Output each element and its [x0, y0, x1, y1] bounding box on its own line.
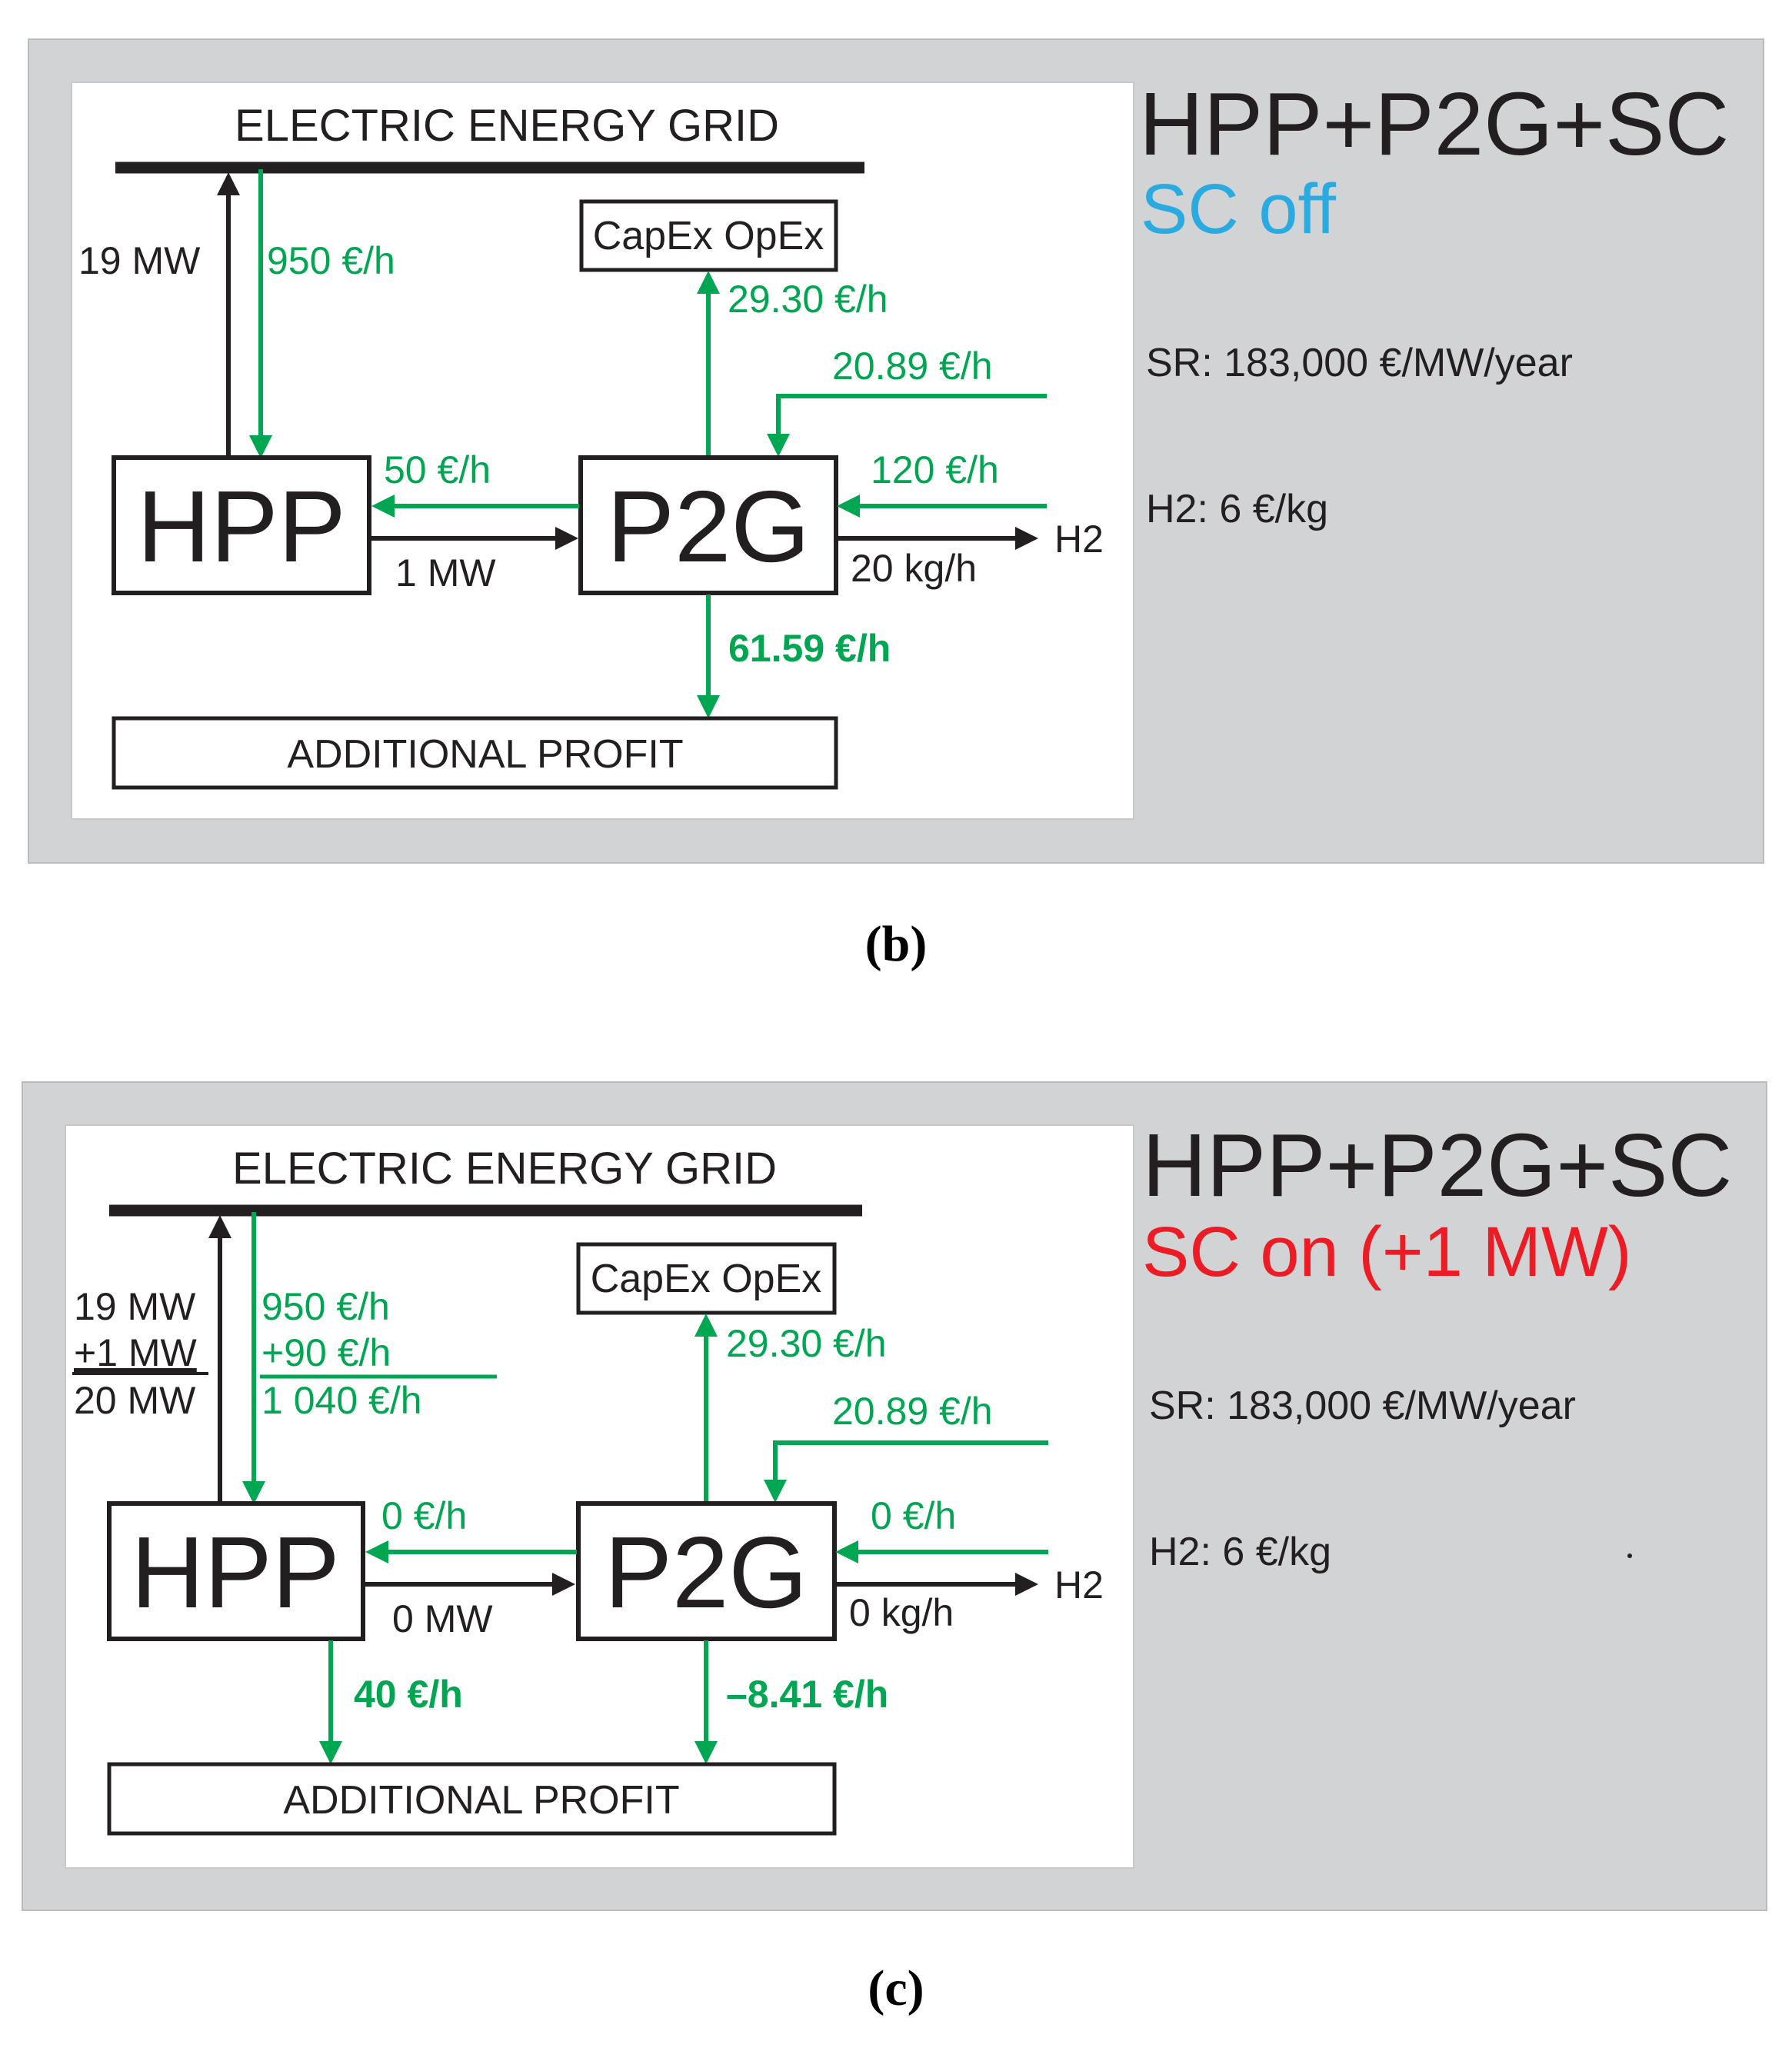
hpp-box	[107, 1501, 365, 1641]
power-line-1: 19 MW	[74, 1285, 196, 1328]
panel-c-diagram-area: ELECTRIC ENERGY GRID 19 MW +1 MW 20 MW 9…	[65, 1124, 1134, 1869]
sr-to-p2g-money-arrow	[764, 1440, 1048, 1503]
h2-output-amount-label: 0 kg/h	[849, 1591, 954, 1634]
stray-dot	[1627, 1553, 1632, 1558]
sr-to-p2g-money-label: 20.89 €/h	[832, 345, 993, 388]
capex-opex-box	[576, 1242, 837, 1315]
hpp-box	[112, 455, 371, 595]
money-line-1: 950 €/h	[261, 1285, 390, 1328]
additional-profit-box	[112, 716, 838, 790]
p2g-to-capex-money-label: 29.30 €/h	[726, 1322, 887, 1365]
caption-b: (b)	[864, 916, 928, 972]
caption-c: (c)	[868, 1960, 924, 2016]
panel-b-status: SC off	[1141, 170, 1336, 248]
hpp-to-grid-power-label: 19 MW	[78, 239, 201, 282]
panel-c-h2-param: H2: 6 €/kg	[1149, 1530, 1332, 1574]
p2g-label: P2G	[607, 470, 810, 583]
hpp-profit-label: 40 €/h	[354, 1673, 463, 1716]
capex-opex-label: CapEx OpEx	[593, 214, 824, 258]
sr-to-p2g-money-label: 20.89 €/h	[832, 1390, 993, 1433]
p2g-profit-label: 61.59 €/h	[728, 627, 891, 670]
panel-c: ELECTRIC ENERGY GRID 19 MW +1 MW 20 MW 9…	[22, 1081, 1767, 1911]
panel-c-sr-param: SR: 183,000 €/MW/year	[1149, 1384, 1576, 1428]
panel-b-title: HPP+P2G+SC	[1139, 74, 1730, 174]
money-line-2: +90 €/h	[261, 1331, 391, 1374]
additional-profit-box	[107, 1762, 837, 1836]
panel-b-h2-param: H2: 6 €/kg	[1146, 487, 1329, 531]
grid-to-hpp-money-label: 950 €/h	[267, 239, 395, 282]
p2g-box	[578, 455, 838, 595]
panel-b: ELECTRIC ENERGY GRID 19 MW 950 €/h CapEx…	[28, 38, 1764, 864]
money-line-3: 1 040 €/h	[261, 1379, 422, 1422]
h2-revenue-money-label: 0 €/h	[871, 1494, 956, 1537]
panel-c-status: SC on (+1 MW)	[1142, 1213, 1632, 1291]
p2g-to-hpp-money-label: 0 €/h	[381, 1494, 467, 1537]
additional-profit-label: ADDITIONAL PROFIT	[283, 1778, 679, 1823]
additional-profit-label: ADDITIONAL PROFIT	[287, 732, 683, 777]
panel-b-diagram-area: ELECTRIC ENERGY GRID 19 MW 950 €/h CapEx…	[71, 82, 1134, 820]
panel-b-sr-param: SR: 183,000 €/MW/year	[1146, 341, 1573, 385]
panel-b-diagram: ELECTRIC ENERGY GRID 19 MW 950 €/h CapEx…	[78, 101, 1104, 790]
grid-label: ELECTRIC ENERGY GRID	[235, 101, 779, 151]
p2g-label: P2G	[605, 1516, 808, 1629]
hpp-to-p2g-power-label: 0 MW	[392, 1597, 493, 1640]
hpp-to-p2g-power-label: 1 MW	[395, 551, 496, 594]
p2g-profit-label: –8.41 €/h	[726, 1673, 888, 1716]
capex-opex-box	[579, 199, 838, 272]
panel-c-diagram: ELECTRIC ENERGY GRID 19 MW +1 MW 20 MW 9…	[72, 1144, 1104, 1836]
h2-output-amount-label: 20 kg/h	[851, 547, 977, 590]
capex-opex-label: CapEx OpEx	[591, 1257, 822, 1301]
hpp-label: HPP	[131, 1516, 339, 1629]
p2g-to-capex-money-label: 29.30 €/h	[728, 278, 888, 321]
power-line-3: 20 MW	[74, 1379, 196, 1422]
h2-output-label: H2	[1054, 518, 1104, 561]
power-line-2: +1 MW	[74, 1331, 198, 1374]
p2g-to-hpp-money-label: 50 €/h	[384, 448, 491, 491]
sr-to-p2g-money-arrow	[767, 394, 1047, 457]
panel-c-title: HPP+P2G+SC	[1142, 1115, 1733, 1215]
grid-label: ELECTRIC ENERGY GRID	[232, 1144, 777, 1194]
p2g-box	[576, 1501, 837, 1641]
hpp-label: HPP	[137, 470, 345, 583]
h2-revenue-money-label: 120 €/h	[871, 448, 999, 491]
h2-output-label: H2	[1054, 1563, 1104, 1607]
